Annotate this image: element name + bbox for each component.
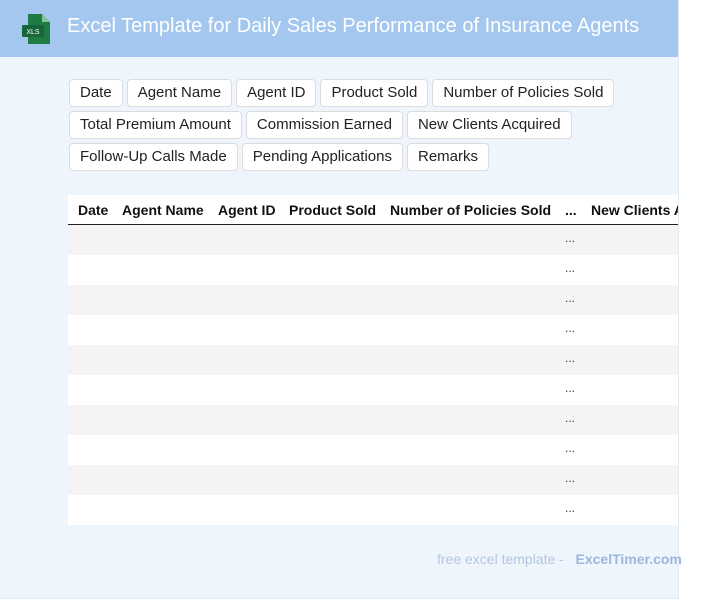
tag[interactable]: Number of Policies Sold	[432, 79, 615, 107]
tag[interactable]: Commission Earned	[245, 111, 403, 139]
column-header: Date	[78, 202, 109, 218]
tag[interactable]: Product Sold	[320, 79, 429, 107]
table-row: ...	[68, 375, 678, 405]
table-row: ...	[68, 255, 678, 285]
tag[interactable]: Remarks	[407, 143, 490, 171]
card: XLS Excel Template for Daily Sales Perfo…	[0, 0, 682, 599]
table-row: ...	[68, 435, 678, 465]
table-row: ...	[68, 495, 678, 525]
tag[interactable]: Date	[69, 79, 123, 107]
cell: ...	[565, 291, 576, 305]
tag[interactable]: Total Premium Amount	[69, 111, 242, 139]
tag[interactable]: New Clients Acquired	[406, 111, 572, 139]
cell: ...	[565, 261, 576, 275]
xls-icon: XLS	[22, 14, 50, 44]
cell: ...	[565, 501, 576, 515]
tag-row: Total Premium Amount Commission Earned New…	[69, 111, 614, 139]
title: Excel Template for Daily Sales Performan…	[67, 15, 640, 37]
cell: ...	[565, 231, 576, 245]
tag-row: Follow-Up Calls Made Pending Applications…	[69, 143, 614, 171]
cell: ...	[565, 381, 576, 395]
header: XLS Excel Template for Daily Sales Perfo…	[0, 0, 678, 57]
column-header: ...	[565, 202, 577, 218]
tag[interactable]: Agent Name	[126, 79, 233, 107]
table-row: ...	[68, 345, 678, 375]
footer-link[interactable]: ExcelTimer.com	[575, 551, 682, 567]
column-header: Number of Policies Sold	[390, 202, 552, 218]
column-header: Product Sold	[289, 202, 377, 218]
table-row: ...	[68, 465, 678, 495]
icon-label: XLS	[26, 29, 40, 36]
table-row: ...	[68, 225, 678, 255]
cell: ...	[565, 351, 576, 365]
tag-row: Date Agent Name Agent ID Product Sold Number…	[69, 79, 615, 107]
table-row: ...	[68, 405, 678, 435]
tag[interactable]: Follow-Up Calls Made	[69, 143, 238, 171]
column-header: Agent ID	[218, 202, 276, 218]
cell: ...	[565, 411, 576, 425]
table: Date Agent Name Agent ID Product Sold Number…	[68, 195, 678, 525]
column-header: New Clients Acquired	[591, 202, 678, 218]
tag[interactable]: Agent ID	[236, 79, 317, 107]
cell: ...	[565, 471, 576, 485]
header-row: Date Agent Name Agent ID Product Sold Number…	[68, 195, 678, 225]
column-header: Agent Name	[122, 202, 204, 218]
footer-text: free excel template -	[437, 551, 564, 567]
tag-list: Date Agent Name Agent ID Product Sold Number…	[69, 79, 615, 175]
table-row: ...	[68, 285, 678, 315]
cell: ...	[565, 441, 576, 455]
tag[interactable]: Pending Applications	[241, 143, 403, 171]
cell: ...	[565, 321, 576, 335]
table-row: ...	[68, 315, 678, 345]
footer: free excel template - ExcelTimer.com	[437, 551, 682, 567]
